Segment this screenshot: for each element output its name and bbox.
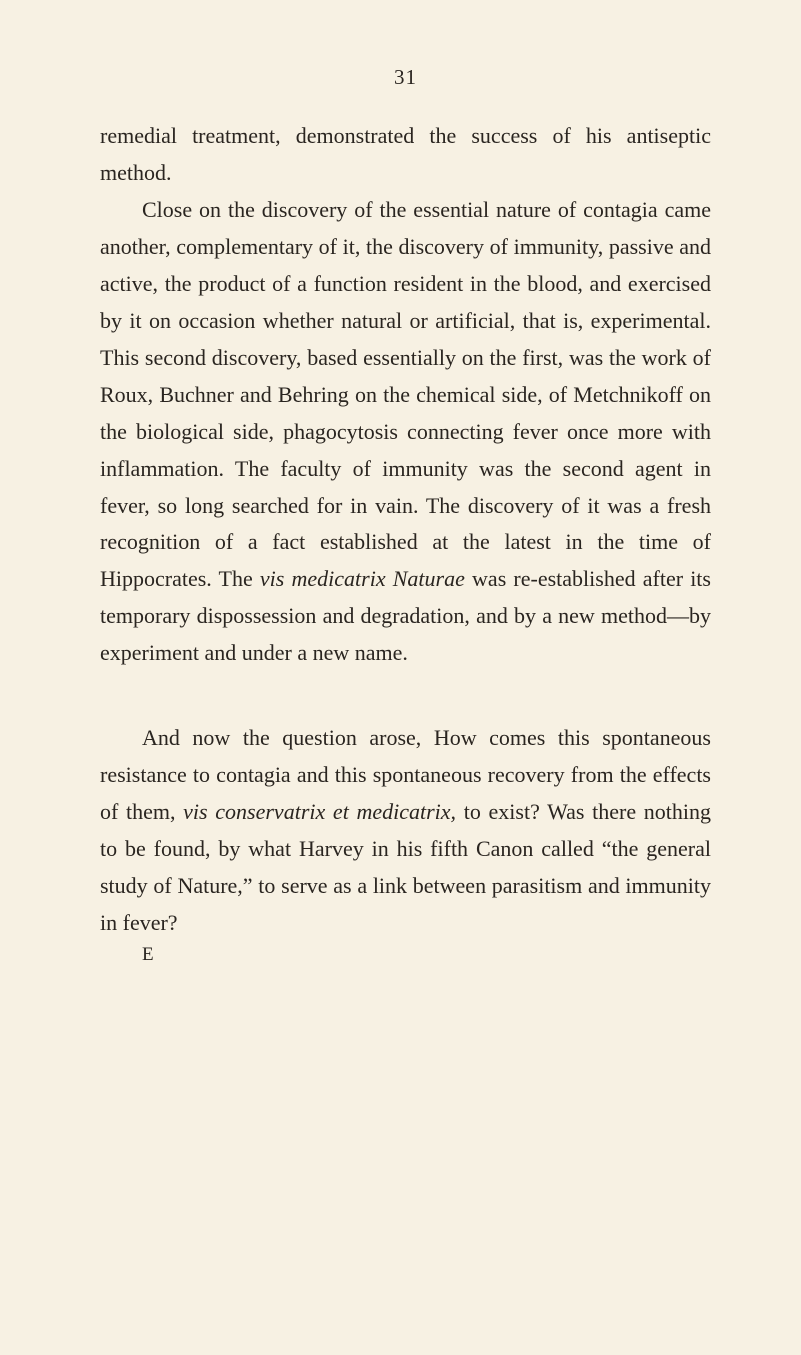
paragraph-1: remedial treatment, demonstrated the suc… — [100, 118, 711, 192]
paragraph-3-italic-1: vis conservatrix et medicatrix, — [183, 799, 456, 824]
paragraph-2-text-1: Close on the discovery of the essential … — [100, 197, 711, 592]
paragraph-3: And now the question arose, How comes th… — [100, 720, 711, 942]
paragraph-2: Close on the discovery of the essential … — [100, 192, 711, 672]
paragraph-2-italic-1: vis medi­catrix Naturae — [260, 566, 465, 591]
page-number: 31 — [100, 65, 711, 90]
signature-mark: E — [142, 944, 711, 966]
